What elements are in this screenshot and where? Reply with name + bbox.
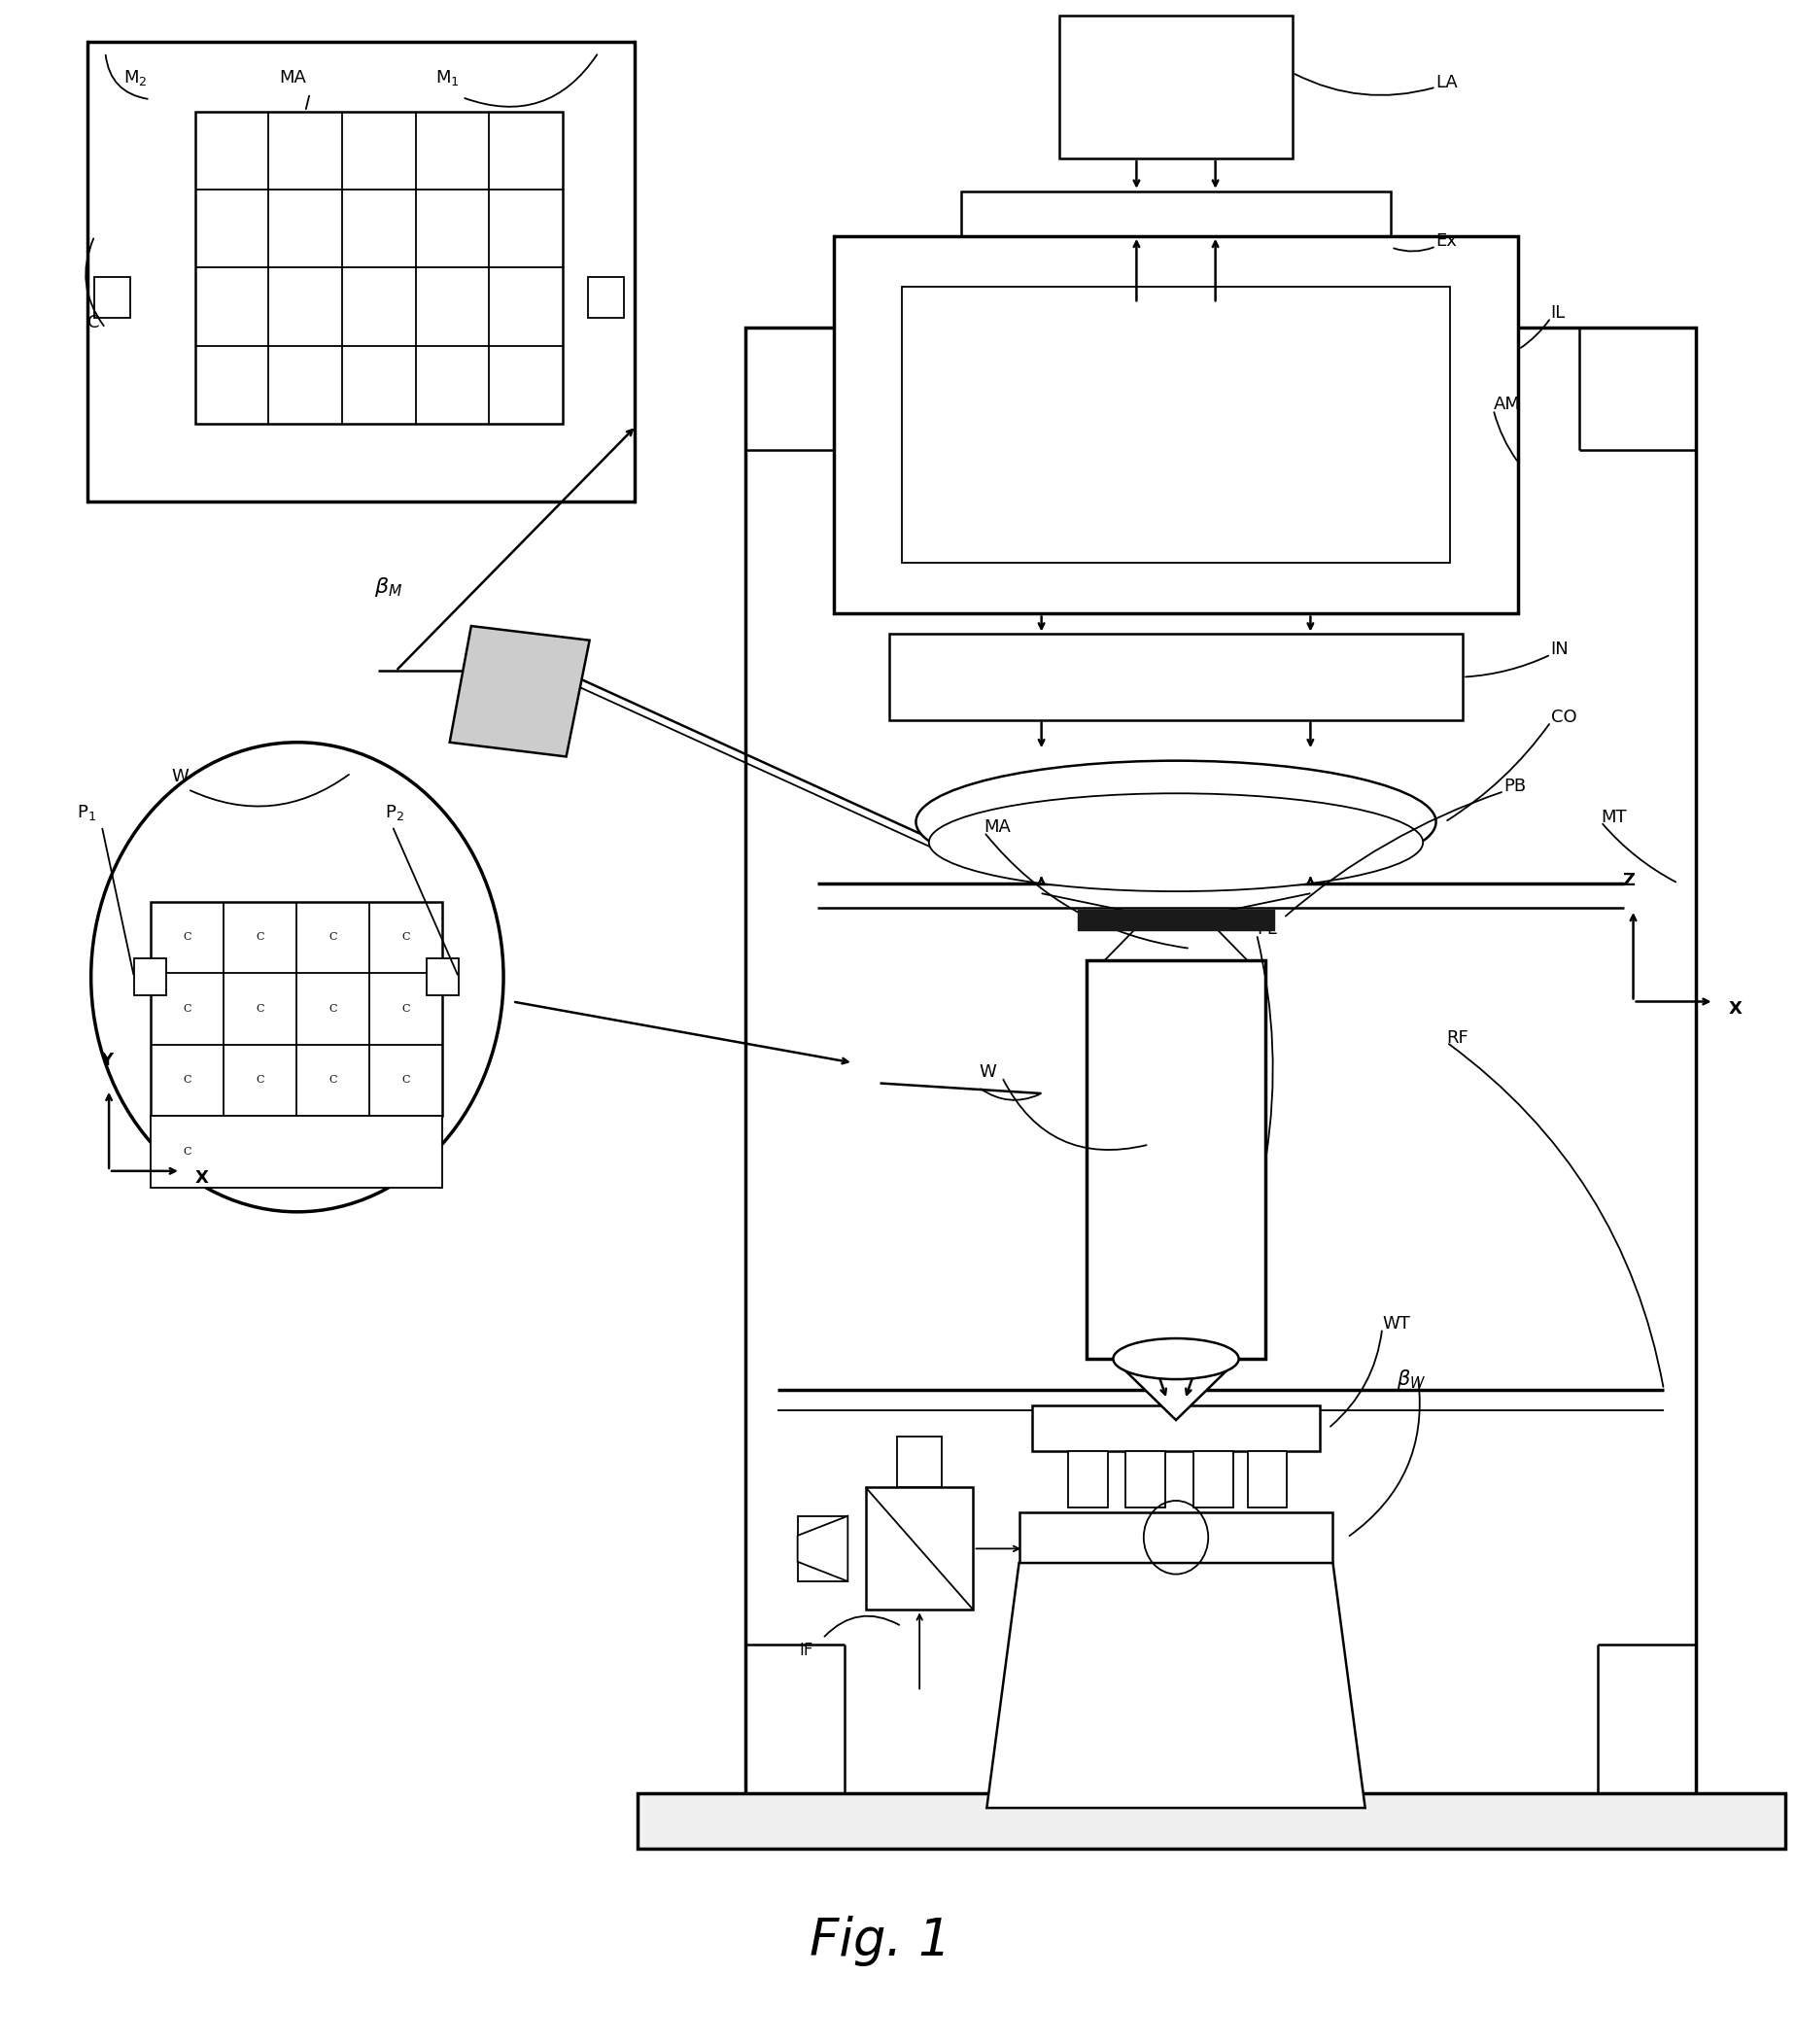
FancyBboxPatch shape <box>151 1116 442 1188</box>
Text: M$_2$: M$_2$ <box>124 67 147 88</box>
FancyBboxPatch shape <box>745 327 1695 1797</box>
FancyBboxPatch shape <box>902 286 1451 562</box>
FancyBboxPatch shape <box>196 112 562 423</box>
Text: RF: RF <box>1448 1028 1469 1047</box>
FancyBboxPatch shape <box>638 1795 1785 1848</box>
FancyBboxPatch shape <box>866 1488 973 1611</box>
Text: X: X <box>1728 1000 1742 1018</box>
Text: MA: MA <box>984 818 1011 836</box>
Text: C: C <box>329 1075 338 1085</box>
Text: C: C <box>402 932 409 942</box>
FancyBboxPatch shape <box>135 959 167 995</box>
Text: Y: Y <box>101 1051 113 1069</box>
Ellipse shape <box>1114 1339 1239 1380</box>
Text: CO: CO <box>1550 709 1577 726</box>
Text: WT: WT <box>1383 1314 1410 1333</box>
Ellipse shape <box>929 793 1422 891</box>
Text: C: C <box>329 1004 338 1014</box>
Text: IF: IF <box>799 1641 814 1660</box>
Text: Ex: Ex <box>1437 233 1457 249</box>
Text: C: C <box>255 1004 264 1014</box>
Text: C: C <box>88 315 99 331</box>
Text: C: C <box>183 1147 190 1157</box>
Text: P$_2$: P$_2$ <box>384 803 404 824</box>
Text: IN: IN <box>1550 642 1570 658</box>
Text: C: C <box>402 1075 409 1085</box>
FancyBboxPatch shape <box>1069 1451 1108 1508</box>
FancyBboxPatch shape <box>1194 1451 1234 1508</box>
Text: C: C <box>183 932 190 942</box>
Text: C: C <box>183 1004 190 1014</box>
Text: $\beta_M$: $\beta_M$ <box>374 576 402 599</box>
Text: W: W <box>979 1063 997 1081</box>
Text: AM: AM <box>1494 397 1521 413</box>
Text: IL: IL <box>1550 305 1566 321</box>
FancyBboxPatch shape <box>1248 1451 1288 1508</box>
FancyBboxPatch shape <box>797 1517 848 1582</box>
FancyBboxPatch shape <box>1060 16 1293 159</box>
FancyBboxPatch shape <box>426 959 458 995</box>
FancyBboxPatch shape <box>88 43 634 501</box>
FancyBboxPatch shape <box>95 276 131 317</box>
FancyBboxPatch shape <box>151 901 442 1116</box>
Polygon shape <box>1114 1359 1239 1421</box>
Text: C: C <box>255 932 264 942</box>
Text: PL: PL <box>1257 920 1277 938</box>
Text: C: C <box>402 1004 409 1014</box>
FancyBboxPatch shape <box>1126 1451 1166 1508</box>
Text: M$_1$: M$_1$ <box>435 67 460 88</box>
Text: Fig. 1: Fig. 1 <box>810 1915 950 1966</box>
FancyBboxPatch shape <box>961 192 1392 303</box>
Text: PB: PB <box>1503 777 1527 795</box>
Text: C: C <box>183 1075 190 1085</box>
Text: LA: LA <box>1437 74 1458 92</box>
Text: C: C <box>329 932 338 942</box>
Polygon shape <box>797 1517 848 1582</box>
Text: MA: MA <box>280 69 307 88</box>
Text: Z: Z <box>1622 871 1634 889</box>
Text: MT: MT <box>1600 807 1627 826</box>
FancyBboxPatch shape <box>898 1437 941 1488</box>
Text: $\beta_W$: $\beta_W$ <box>1397 1367 1426 1392</box>
Ellipse shape <box>916 760 1437 883</box>
FancyBboxPatch shape <box>889 634 1464 719</box>
FancyBboxPatch shape <box>1033 1406 1320 1451</box>
FancyBboxPatch shape <box>833 237 1518 613</box>
FancyBboxPatch shape <box>1018 1513 1333 1564</box>
FancyBboxPatch shape <box>587 276 623 317</box>
Text: W: W <box>172 766 189 785</box>
FancyBboxPatch shape <box>1087 961 1266 1359</box>
Polygon shape <box>986 1564 1365 1807</box>
Text: P$_1$: P$_1$ <box>77 803 95 824</box>
Text: X: X <box>196 1169 208 1188</box>
Text: C: C <box>255 1075 264 1085</box>
Polygon shape <box>449 625 589 756</box>
